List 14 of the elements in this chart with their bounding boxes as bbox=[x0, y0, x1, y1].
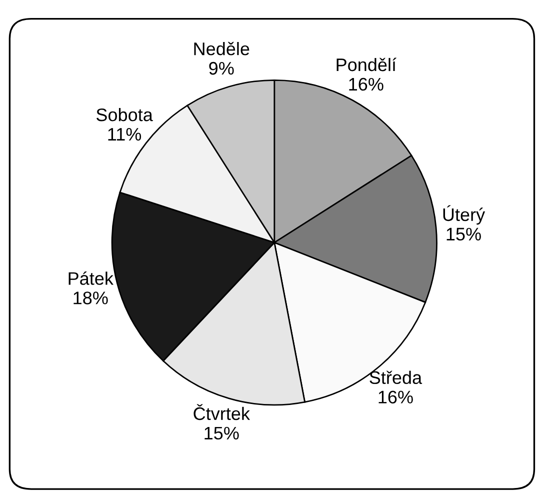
slice-label: Pátek bbox=[68, 271, 114, 285]
slice-label: Čtvrtek bbox=[194, 404, 250, 420]
data-label: 11% bbox=[108, 128, 142, 141]
data-label: 15% bbox=[446, 228, 481, 241]
data-label: 18% bbox=[74, 292, 108, 304]
data-label: 15% bbox=[204, 426, 239, 440]
slice-label: Středa bbox=[370, 370, 422, 384]
slice-label: Sobota bbox=[96, 108, 153, 122]
slice-label: Neděle bbox=[194, 42, 250, 56]
data-label: 16% bbox=[349, 78, 384, 91]
slice-label: Pondělí bbox=[336, 58, 396, 72]
data-label: 16% bbox=[378, 390, 413, 404]
slice-label: Úterý bbox=[443, 205, 486, 225]
data-label: 9% bbox=[209, 62, 234, 75]
